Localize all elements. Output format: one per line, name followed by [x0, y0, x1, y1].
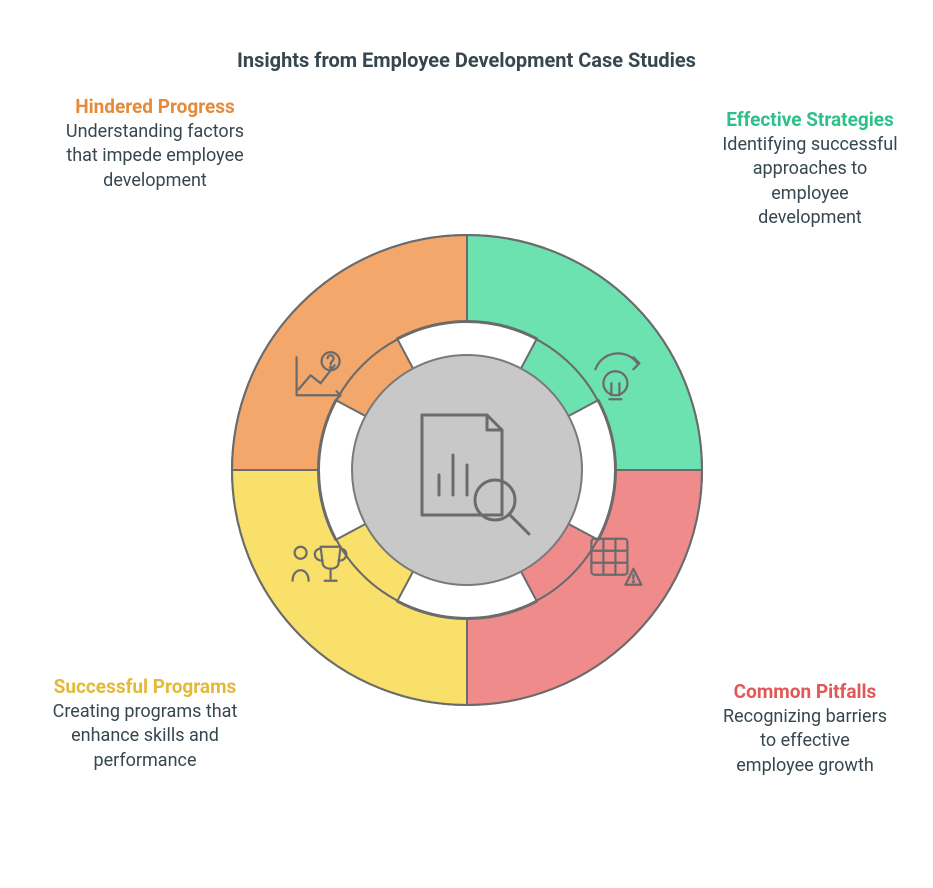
- label-title-effective: Effective Strategies: [720, 108, 900, 131]
- diagram-title: Insights from Employee Development Case …: [0, 48, 933, 72]
- label-effective: Effective StrategiesIdentifying successf…: [720, 108, 900, 230]
- label-desc-pitfalls: Recognizing barriers to effective employ…: [720, 705, 890, 778]
- label-title-pitfalls: Common Pitfalls: [720, 680, 890, 703]
- label-hindered: Hindered ProgressUnderstanding factors t…: [55, 95, 255, 193]
- label-successful: Successful ProgramsCreating programs tha…: [45, 675, 245, 773]
- label-desc-successful: Creating programs that enhance skills an…: [45, 700, 245, 773]
- label-desc-hindered: Understanding factors that impede employ…: [55, 120, 255, 193]
- label-title-successful: Successful Programs: [45, 675, 245, 698]
- label-title-hindered: Hindered Progress: [55, 95, 255, 118]
- circular-diagram: [222, 225, 712, 715]
- label-pitfalls: Common PitfallsRecognizing barriers to e…: [720, 680, 890, 778]
- title-text: Insights from Employee Development Case …: [237, 48, 696, 72]
- label-desc-effective: Identifying successful approaches to emp…: [720, 133, 900, 230]
